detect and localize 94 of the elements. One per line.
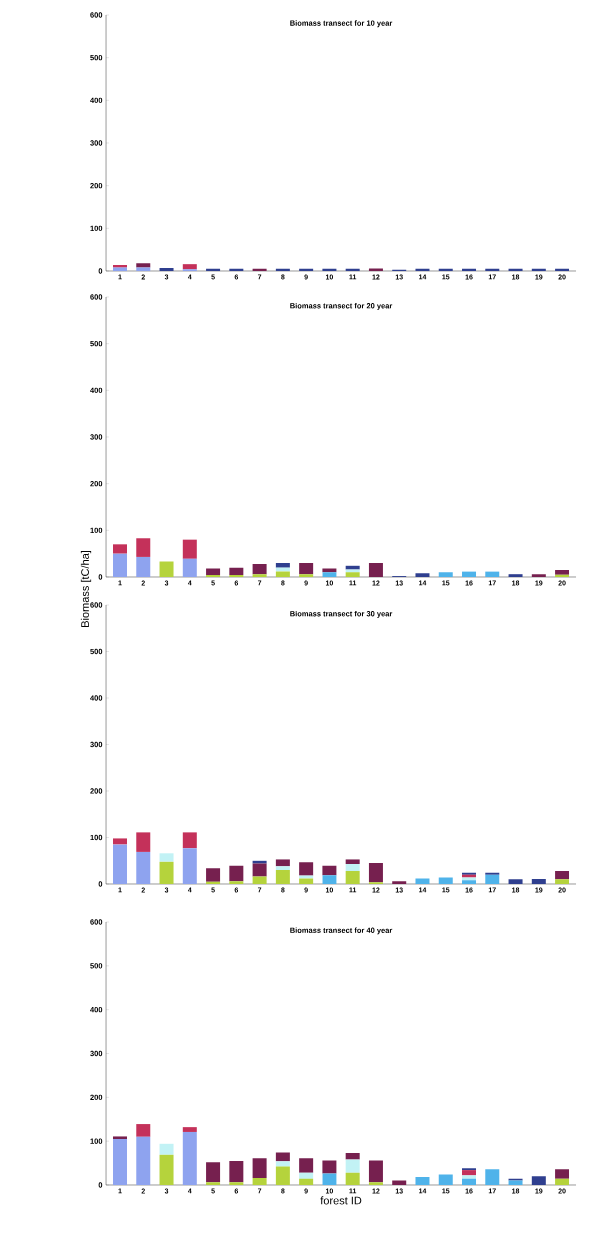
bar bbox=[555, 870, 570, 880]
bar bbox=[206, 568, 221, 576]
bar bbox=[275, 1152, 290, 1162]
bar bbox=[159, 1154, 174, 1185]
bar bbox=[182, 1131, 197, 1185]
bar bbox=[299, 862, 314, 876]
bar bbox=[252, 863, 267, 877]
bar bbox=[252, 563, 267, 575]
bar bbox=[136, 851, 151, 884]
bar bbox=[531, 574, 546, 577]
bar bbox=[322, 1160, 337, 1174]
bar bbox=[299, 878, 314, 884]
bar bbox=[345, 864, 360, 871]
bar bbox=[229, 1160, 244, 1183]
bar bbox=[345, 870, 360, 884]
bar bbox=[275, 866, 290, 871]
bar bbox=[345, 1153, 360, 1160]
bar bbox=[345, 572, 360, 577]
bar bbox=[275, 562, 290, 568]
x-axis-title: forest ID bbox=[320, 1196, 362, 1205]
bar bbox=[462, 1170, 477, 1176]
bar bbox=[113, 553, 127, 577]
bar bbox=[229, 865, 244, 882]
bar bbox=[555, 1178, 570, 1185]
bar bbox=[368, 1160, 383, 1183]
bar bbox=[415, 573, 430, 577]
bar bbox=[555, 879, 570, 884]
bar bbox=[368, 562, 383, 577]
bar bbox=[252, 574, 267, 577]
bar bbox=[275, 571, 290, 577]
bar bbox=[415, 1177, 430, 1185]
bar bbox=[136, 1124, 151, 1137]
bar bbox=[462, 1175, 477, 1179]
bar bbox=[555, 1169, 570, 1179]
bar bbox=[368, 1182, 383, 1185]
bar bbox=[206, 1182, 221, 1185]
bar bbox=[322, 875, 337, 884]
bar bbox=[206, 1162, 221, 1183]
bar bbox=[322, 865, 337, 876]
bar bbox=[229, 567, 244, 576]
bar bbox=[299, 574, 314, 577]
bar bbox=[345, 1172, 360, 1185]
bar bbox=[531, 1176, 546, 1185]
bar bbox=[252, 876, 267, 884]
bar bbox=[136, 538, 151, 557]
bar bbox=[438, 572, 453, 577]
bar bbox=[438, 877, 453, 884]
bar bbox=[368, 863, 383, 883]
bar bbox=[299, 1178, 314, 1185]
bar bbox=[322, 572, 337, 577]
bar bbox=[555, 569, 570, 575]
bar bbox=[322, 1173, 337, 1185]
bar bbox=[438, 1174, 453, 1185]
bar bbox=[462, 571, 477, 577]
bar bbox=[299, 562, 314, 575]
bar bbox=[415, 878, 430, 884]
bar bbox=[136, 556, 151, 577]
bar bbox=[392, 881, 407, 884]
bar bbox=[299, 1172, 314, 1179]
bar bbox=[136, 1136, 151, 1185]
bar bbox=[252, 860, 267, 864]
bar bbox=[508, 879, 523, 884]
bar bbox=[113, 844, 127, 884]
bar bbox=[345, 1159, 360, 1173]
bar bbox=[182, 558, 197, 577]
bar bbox=[508, 574, 523, 577]
bar bbox=[392, 1180, 407, 1185]
bar bbox=[229, 881, 244, 884]
bar bbox=[136, 832, 151, 852]
bar bbox=[113, 544, 127, 554]
bar bbox=[113, 1138, 127, 1185]
bar bbox=[531, 878, 546, 884]
bar bbox=[206, 868, 221, 882]
bar bbox=[182, 1127, 197, 1132]
bar bbox=[159, 861, 174, 884]
bar bbox=[485, 1169, 500, 1185]
bar bbox=[462, 1178, 477, 1185]
bar bbox=[485, 874, 500, 884]
bar bbox=[182, 832, 197, 849]
bar bbox=[159, 561, 174, 577]
bar bbox=[252, 1158, 267, 1178]
bar bbox=[275, 1161, 290, 1167]
bar bbox=[113, 838, 127, 845]
bar bbox=[229, 1182, 244, 1185]
bar bbox=[275, 870, 290, 884]
bar bbox=[299, 1158, 314, 1173]
bar bbox=[159, 1143, 174, 1155]
bar bbox=[182, 848, 197, 884]
bar bbox=[345, 565, 360, 570]
bar bbox=[275, 1166, 290, 1185]
bar bbox=[485, 571, 500, 577]
bar bbox=[182, 539, 197, 559]
bar bbox=[252, 1177, 267, 1185]
bar bbox=[159, 853, 174, 862]
